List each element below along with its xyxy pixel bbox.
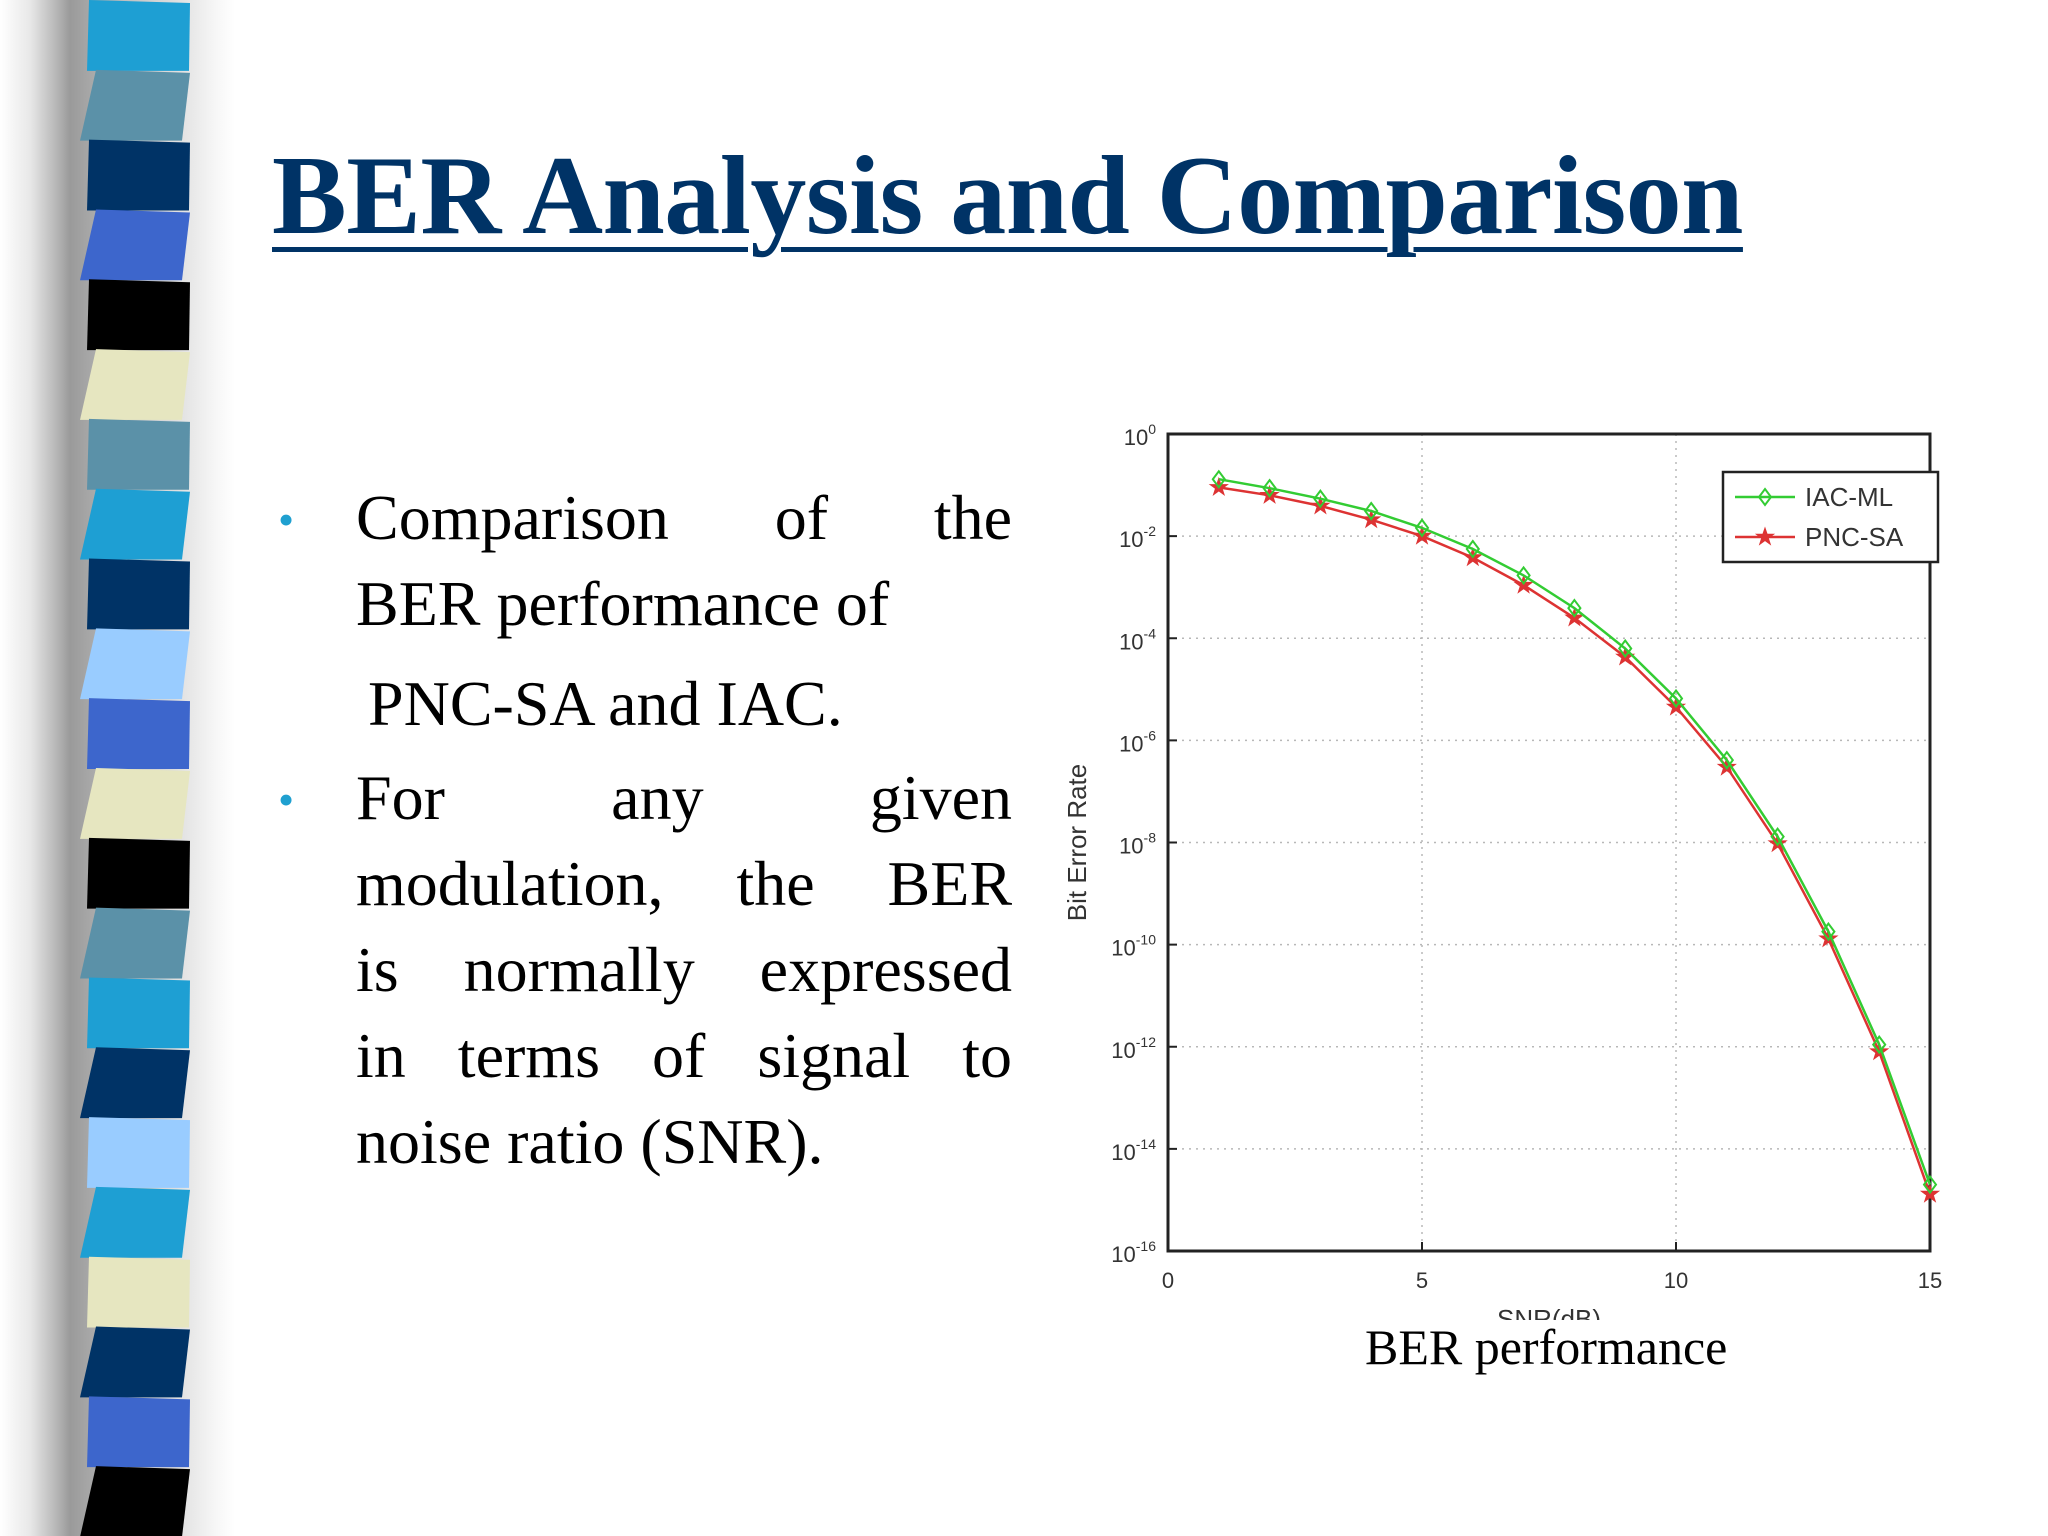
- y-tick-label: 10-16: [1111, 1238, 1156, 1267]
- data-point-iac-ml: [1922, 1174, 1938, 1195]
- data-point-pnc-sa: [1767, 833, 1788, 853]
- stripe-segment: [80, 69, 190, 141]
- slide-title: BER Analysis and Comparison: [272, 134, 1743, 258]
- stripe-segment: [80, 1186, 190, 1258]
- legend-box: [1721, 470, 1940, 564]
- y-tick-label: 10-8: [1119, 830, 1156, 859]
- legend: IAC-ML PNC-SA: [1721, 470, 1940, 564]
- data-point-iac-ml: [1617, 638, 1633, 659]
- stripe-segment: [87, 0, 190, 71]
- stripe-segment: [80, 209, 190, 281]
- x-tick-label: 0: [1162, 1268, 1174, 1293]
- y-tick-label: 10-12: [1111, 1034, 1156, 1063]
- bullet-line: modulation, the BER: [356, 848, 1012, 919]
- chart-caption: BER performance: [1365, 1319, 1728, 1375]
- x-tick-label: 10: [1664, 1268, 1688, 1293]
- bullet-item-comparison: • Comparison of the BER performance of P…: [272, 475, 1012, 747]
- stripe-segment: [87, 1396, 190, 1468]
- bullet-dot-icon: •: [278, 494, 295, 545]
- stripe-segment: [87, 558, 190, 630]
- y-axis-label: Bit Error Rate: [1062, 764, 1092, 922]
- data-point-iac-ml: [1821, 921, 1836, 942]
- data-point-pnc-sa: [1259, 484, 1280, 504]
- stripe-segment: [80, 1466, 190, 1536]
- y-tick-label: 10-2: [1119, 523, 1156, 552]
- stripe-segment: [87, 418, 190, 490]
- data-point-iac-ml: [1871, 1034, 1887, 1055]
- data-point-iac-ml: [1211, 469, 1227, 489]
- legend-marker-iac-ml: [1757, 487, 1773, 507]
- y-tick-label: 10-4: [1119, 625, 1156, 654]
- data-point-iac-ml: [1313, 489, 1328, 509]
- legend-label-pnc-sa: PNC-SA: [1805, 522, 1904, 552]
- x-tick-label: 5: [1416, 1268, 1428, 1293]
- legend-label-iac-ml: IAC-ML: [1805, 482, 1893, 512]
- bullet-list: • Comparison of the BER performance of P…: [272, 475, 1012, 1185]
- x-axis-label: SNR(dB): [1497, 1304, 1601, 1320]
- stripe-segment: [80, 768, 190, 839]
- data-point-pnc-sa: [1310, 495, 1331, 515]
- data-point-iac-ml: [1719, 750, 1735, 770]
- y-tick-label: 100: [1124, 421, 1156, 450]
- bullet-line: For any given: [356, 762, 1012, 833]
- stripe-segment: [87, 139, 190, 211]
- data-point-iac-ml: [1567, 598, 1582, 618]
- data-point-iac-ml: [1414, 518, 1430, 538]
- decorative-stripe-bar: [0, 0, 235, 1536]
- series-iac-ml: [1211, 469, 1938, 1195]
- series-line-iac-ml: [1218, 477, 1932, 1186]
- ber-chart: 0 5 10 15 100 10-2 10-4 10-6 10-8 10-10 10-12 10-14…: [1062, 421, 1942, 1320]
- stripe-segment: [87, 837, 190, 909]
- stripe-segment: [87, 279, 190, 351]
- x-tick-label: 15: [1918, 1268, 1942, 1293]
- bullet-line: in terms of signal to: [356, 1020, 1012, 1091]
- stripe-segment: [80, 907, 190, 979]
- data-point-iac-ml: [1516, 565, 1531, 586]
- data-point-pnc-sa: [1716, 756, 1737, 776]
- bullet-line: Comparison of the: [356, 482, 1012, 553]
- stripe-segment: [80, 1326, 190, 1398]
- stripe-segment: [80, 488, 190, 560]
- stripe-segment: [87, 977, 190, 1049]
- stripe-segment: [80, 1047, 190, 1119]
- legend-marker-pnc-sa: [1754, 526, 1776, 546]
- y-tick-label: 10-10: [1111, 932, 1156, 961]
- y-tick-label: 10-14: [1111, 1136, 1156, 1165]
- stripe-segment: [87, 698, 190, 769]
- data-point-pnc-sa: [1869, 1041, 1890, 1061]
- bullet-line: BER performance of: [356, 568, 890, 639]
- data-point-iac-ml: [1465, 539, 1481, 559]
- data-point-iac-ml: [1262, 478, 1277, 498]
- bullet-line: PNC-SA and IAC.: [368, 668, 843, 739]
- stripe-pattern: [80, 0, 190, 1536]
- stripe-segment: [87, 1256, 190, 1328]
- bullet-line: noise ratio (SNR).: [356, 1106, 824, 1177]
- bullet-line: is normally expressed: [356, 934, 1012, 1005]
- stripe-segment: [80, 628, 190, 700]
- data-point-iac-ml: [1770, 827, 1785, 847]
- stripe-segment: [87, 1117, 190, 1188]
- data-point-iac-ml: [1363, 501, 1379, 521]
- bullet-item-modulation: • For any given modulation, the BER is n…: [272, 755, 1012, 1185]
- bullet-dot-icon: •: [278, 774, 295, 825]
- y-tick-label: 10-6: [1119, 727, 1156, 756]
- stripe-segment: [80, 349, 190, 420]
- data-point-iac-ml: [1668, 688, 1684, 709]
